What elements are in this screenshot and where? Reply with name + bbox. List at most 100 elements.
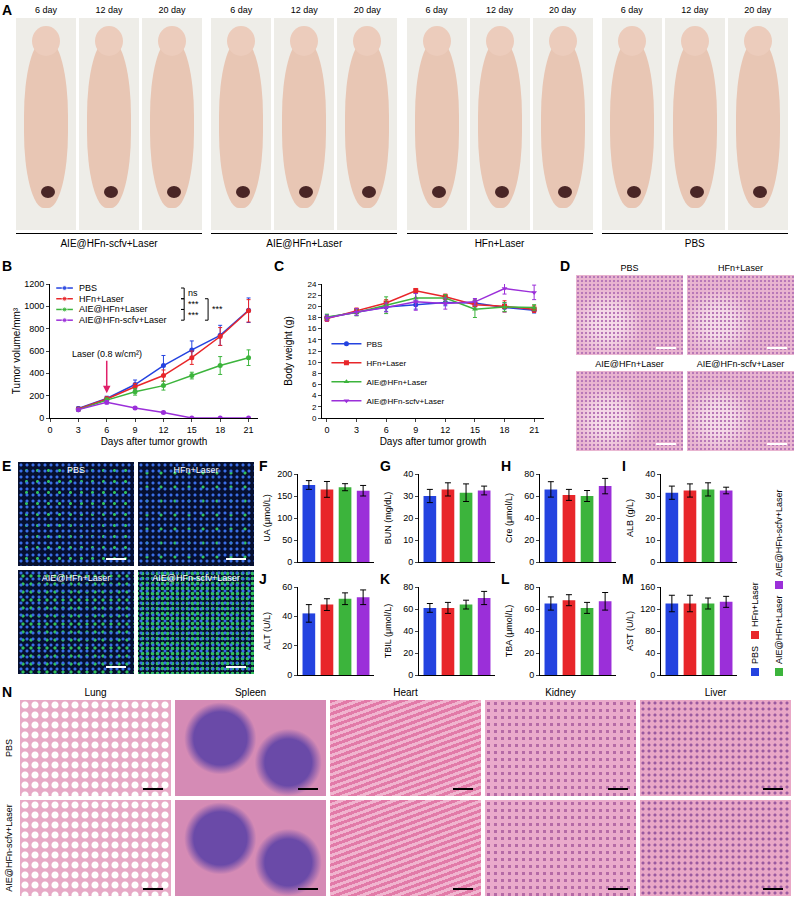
- svg-text:40: 40: [645, 648, 655, 658]
- svg-text:80: 80: [524, 469, 534, 479]
- svg-text:60: 60: [524, 604, 534, 614]
- svg-text:20: 20: [403, 648, 413, 658]
- svg-text:80: 80: [645, 626, 655, 636]
- svg-text:200: 200: [277, 469, 292, 479]
- svg-text:BUN (mg/dL): BUN (mg/dL): [383, 492, 393, 545]
- svg-text:PBS: PBS: [4, 739, 14, 757]
- svg-text:10: 10: [307, 358, 316, 367]
- svg-text:1200: 1200: [24, 279, 44, 289]
- svg-text:UA (μmol/L): UA (μmol/L): [262, 494, 272, 542]
- svg-text:3: 3: [76, 425, 81, 435]
- svg-text:200: 200: [29, 391, 44, 401]
- svg-text:80: 80: [524, 582, 534, 592]
- svg-text:15: 15: [187, 425, 197, 435]
- svg-text:0: 0: [650, 557, 655, 567]
- svg-text:TBA (μmol/L): TBA (μmol/L): [504, 605, 514, 658]
- svg-text:0: 0: [529, 670, 534, 680]
- svg-text:Body weight (g): Body weight (g): [283, 316, 294, 385]
- svg-text:0: 0: [312, 414, 317, 423]
- svg-text:ALB (g/L): ALB (g/L): [625, 499, 635, 537]
- svg-text:160: 160: [640, 582, 655, 592]
- svg-text:PBS: PBS: [750, 646, 760, 664]
- svg-text:30: 30: [403, 491, 413, 501]
- svg-text:21: 21: [244, 425, 254, 435]
- svg-text:0: 0: [529, 557, 534, 567]
- svg-text:40: 40: [282, 611, 292, 621]
- svg-text:21: 21: [529, 425, 539, 435]
- svg-text:12: 12: [440, 425, 450, 435]
- svg-text:20: 20: [645, 513, 655, 523]
- svg-text:20: 20: [282, 641, 292, 651]
- svg-text:120: 120: [640, 604, 655, 614]
- svg-text:60: 60: [282, 582, 292, 592]
- svg-text:0: 0: [47, 425, 52, 435]
- svg-text:9: 9: [413, 425, 418, 435]
- svg-text:3: 3: [354, 425, 359, 435]
- svg-text:Cre (μmol/L): Cre (μmol/L): [504, 493, 514, 543]
- svg-text:9: 9: [133, 425, 138, 435]
- svg-text:0: 0: [287, 557, 292, 567]
- svg-text:30: 30: [645, 491, 655, 501]
- svg-text:AIE@HFn-scfv+Laser: AIE@HFn-scfv+Laser: [4, 804, 14, 891]
- svg-text:18: 18: [307, 313, 316, 322]
- svg-text:0: 0: [408, 557, 413, 567]
- svg-text:20: 20: [524, 535, 534, 545]
- svg-text:TBIL (μmol/L): TBIL (μmol/L): [383, 604, 393, 658]
- svg-text:60: 60: [524, 491, 534, 501]
- svg-text:100: 100: [277, 513, 292, 523]
- svg-text:4: 4: [312, 391, 317, 400]
- svg-text:600: 600: [29, 346, 44, 356]
- svg-text:40: 40: [645, 469, 655, 479]
- svg-text:14: 14: [307, 336, 316, 345]
- svg-text:80: 80: [403, 582, 413, 592]
- svg-text:AIE@HFn+Laser: AIE@HFn+Laser: [774, 596, 784, 664]
- svg-text:PBS: PBS: [79, 283, 97, 293]
- svg-text:HFn+Laser: HFn+Laser: [366, 359, 406, 368]
- svg-text:AIE@HFn-scfv+Laser: AIE@HFn-scfv+Laser: [366, 397, 444, 406]
- svg-text:40: 40: [524, 513, 534, 523]
- svg-text:***: ***: [188, 299, 199, 309]
- svg-text:0: 0: [39, 413, 44, 423]
- svg-text:0: 0: [408, 670, 413, 680]
- svg-text:24: 24: [307, 280, 316, 289]
- svg-text:400: 400: [29, 368, 44, 378]
- svg-text:AIE@HFn+Laser: AIE@HFn+Laser: [366, 378, 427, 387]
- svg-text:20: 20: [307, 302, 316, 311]
- svg-text:HFn+Laser: HFn+Laser: [750, 582, 760, 627]
- svg-text:Laser (0.8 w/cm²): Laser (0.8 w/cm²): [72, 349, 142, 359]
- svg-text:Days after tumor growth: Days after tumor growth: [380, 436, 487, 447]
- svg-text:2: 2: [312, 403, 317, 412]
- svg-text:6: 6: [104, 425, 109, 435]
- svg-text:ALT (U/L): ALT (U/L): [262, 612, 272, 650]
- svg-text:60: 60: [403, 604, 413, 614]
- svg-text:12: 12: [307, 347, 316, 356]
- svg-text:22: 22: [307, 291, 316, 300]
- svg-text:20: 20: [403, 513, 413, 523]
- svg-text:150: 150: [277, 491, 292, 501]
- svg-text:40: 40: [524, 626, 534, 636]
- svg-text:8: 8: [312, 369, 317, 378]
- svg-text:0: 0: [324, 425, 329, 435]
- svg-text:1000: 1000: [24, 301, 44, 311]
- svg-text:AST (U/L): AST (U/L): [625, 611, 635, 651]
- svg-text:40: 40: [403, 626, 413, 636]
- svg-text:800: 800: [29, 324, 44, 334]
- svg-text:6: 6: [312, 380, 317, 389]
- svg-text:Days after tumor growth: Days after tumor growth: [101, 436, 208, 447]
- svg-text:PBS: PBS: [366, 340, 382, 349]
- svg-text:ns: ns: [188, 288, 198, 298]
- svg-text:AIE@HFn-scfv+Laser: AIE@HFn-scfv+Laser: [79, 315, 166, 325]
- svg-text:6: 6: [384, 425, 389, 435]
- svg-text:40: 40: [403, 469, 413, 479]
- svg-text:***: ***: [188, 310, 199, 320]
- svg-text:16: 16: [307, 324, 316, 333]
- svg-text:AIE@HFn-scfv+Laser: AIE@HFn-scfv+Laser: [774, 490, 784, 577]
- svg-text:Tumor volume/mm³: Tumor volume/mm³: [11, 307, 22, 394]
- svg-text:18: 18: [500, 425, 510, 435]
- svg-text:AIE@HFn+Laser: AIE@HFn+Laser: [79, 304, 147, 314]
- svg-text:HFn+Laser: HFn+Laser: [79, 294, 124, 304]
- svg-text:12: 12: [158, 425, 168, 435]
- svg-text:15: 15: [470, 425, 480, 435]
- svg-text:18: 18: [215, 425, 225, 435]
- svg-text:***: ***: [212, 304, 223, 314]
